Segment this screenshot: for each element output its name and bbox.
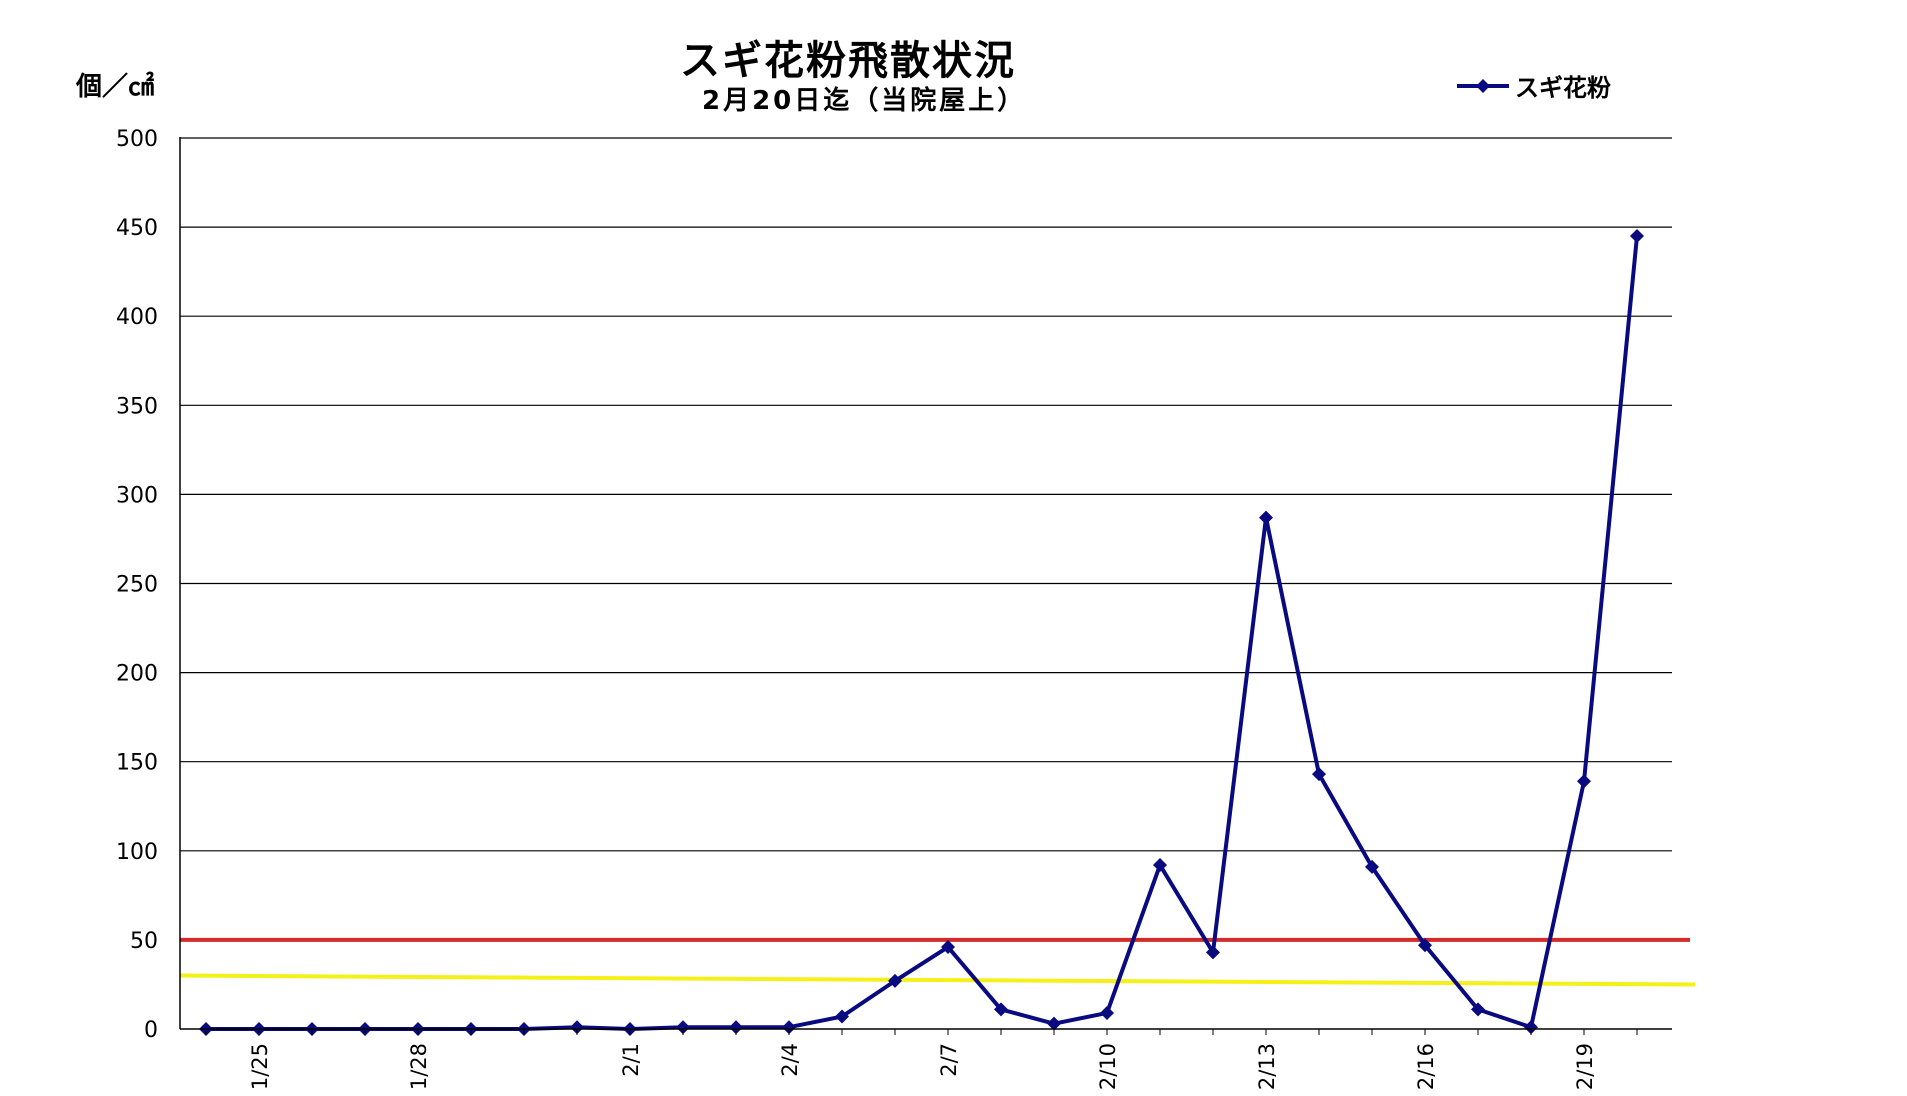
x-tick-label: 2/4 [778,1043,802,1077]
y-tick-label: 0 [144,1018,158,1043]
legend: スギ花粉 [1455,68,1611,103]
y-tick-label: 350 [116,394,158,419]
y-tick-label: 200 [116,662,158,687]
legend-series-label: スギ花粉 [1515,74,1611,102]
data-point [888,973,902,988]
x-tick-label: 2/16 [1414,1043,1438,1090]
data-point [835,1009,849,1024]
y-tick-label: 500 [116,127,158,152]
data-point [1153,858,1167,873]
x-tick-label: 2/7 [937,1043,961,1077]
chart-title: スギ花粉飛散状況 [680,38,1016,84]
data-point [729,1020,743,1035]
data-point [782,1020,796,1035]
y-axis-unit-label: 個／㎠ [76,72,155,102]
yellow-reference-line [179,973,1696,987]
series-line [206,235,1639,1031]
x-tick-label: 2/1 [619,1043,643,1077]
data-point [1365,859,1379,874]
chart-subtitle: 2月20日迄（当院屋上） [702,86,1027,116]
y-tick-label: 150 [116,751,158,776]
data-point [941,940,955,955]
data-point [1100,1005,1114,1020]
y-tick-label: 250 [116,573,158,598]
y-tick-label: 50 [130,929,158,954]
x-tick-label: 1/28 [407,1043,431,1090]
legend-line-marker-icon [1457,78,1509,93]
data-point [1577,774,1591,789]
data-point [1630,229,1644,244]
data-point [1259,510,1273,525]
data-point [994,1002,1008,1017]
data-point [1471,1002,1485,1017]
data-point [570,1020,584,1035]
y-tick-label: 450 [116,216,158,241]
data-point [1312,767,1326,782]
y-tick-label: 400 [116,305,158,330]
x-tick-label: 1/25 [248,1043,272,1090]
data-point [676,1020,690,1035]
data-point [1206,945,1220,960]
x-tick-label: 2/13 [1255,1043,1279,1090]
y-tick-label: 300 [116,483,158,508]
y-tick-label: 100 [116,840,158,865]
data-point [1418,938,1432,953]
data-point [1047,1016,1061,1031]
x-tick-label: 2/19 [1573,1043,1597,1090]
data-point [1524,1020,1538,1035]
x-tick-label: 2/10 [1096,1043,1120,1090]
